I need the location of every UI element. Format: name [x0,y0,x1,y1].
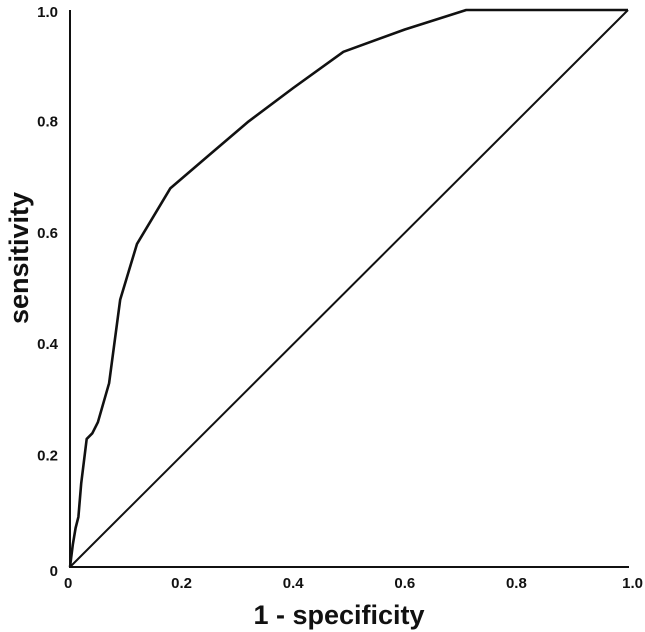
x-tick-label: 0 [64,575,72,592]
x-tick-label: 0.4 [283,575,305,592]
x-tick-label: 0.6 [394,575,415,592]
y-tick-label: 0.2 [37,448,58,465]
y-tick-label: 1.0 [37,4,58,21]
y-tick-label: 0.8 [37,113,58,130]
x-tick-label: 0.8 [506,575,527,592]
y-tick-label: 0.4 [37,336,59,353]
roc-curve [68,8,628,568]
y-axis-title: sensitivity [4,192,34,324]
x-axis-title: 1 - specificity [253,600,424,630]
reference-diagonal [69,9,629,568]
x-tick-label: 0.2 [171,575,192,592]
x-tick-label: 1.0 [622,575,643,592]
y-tick-label: 0 [50,563,58,580]
y-tick-label: 0.6 [37,225,58,242]
